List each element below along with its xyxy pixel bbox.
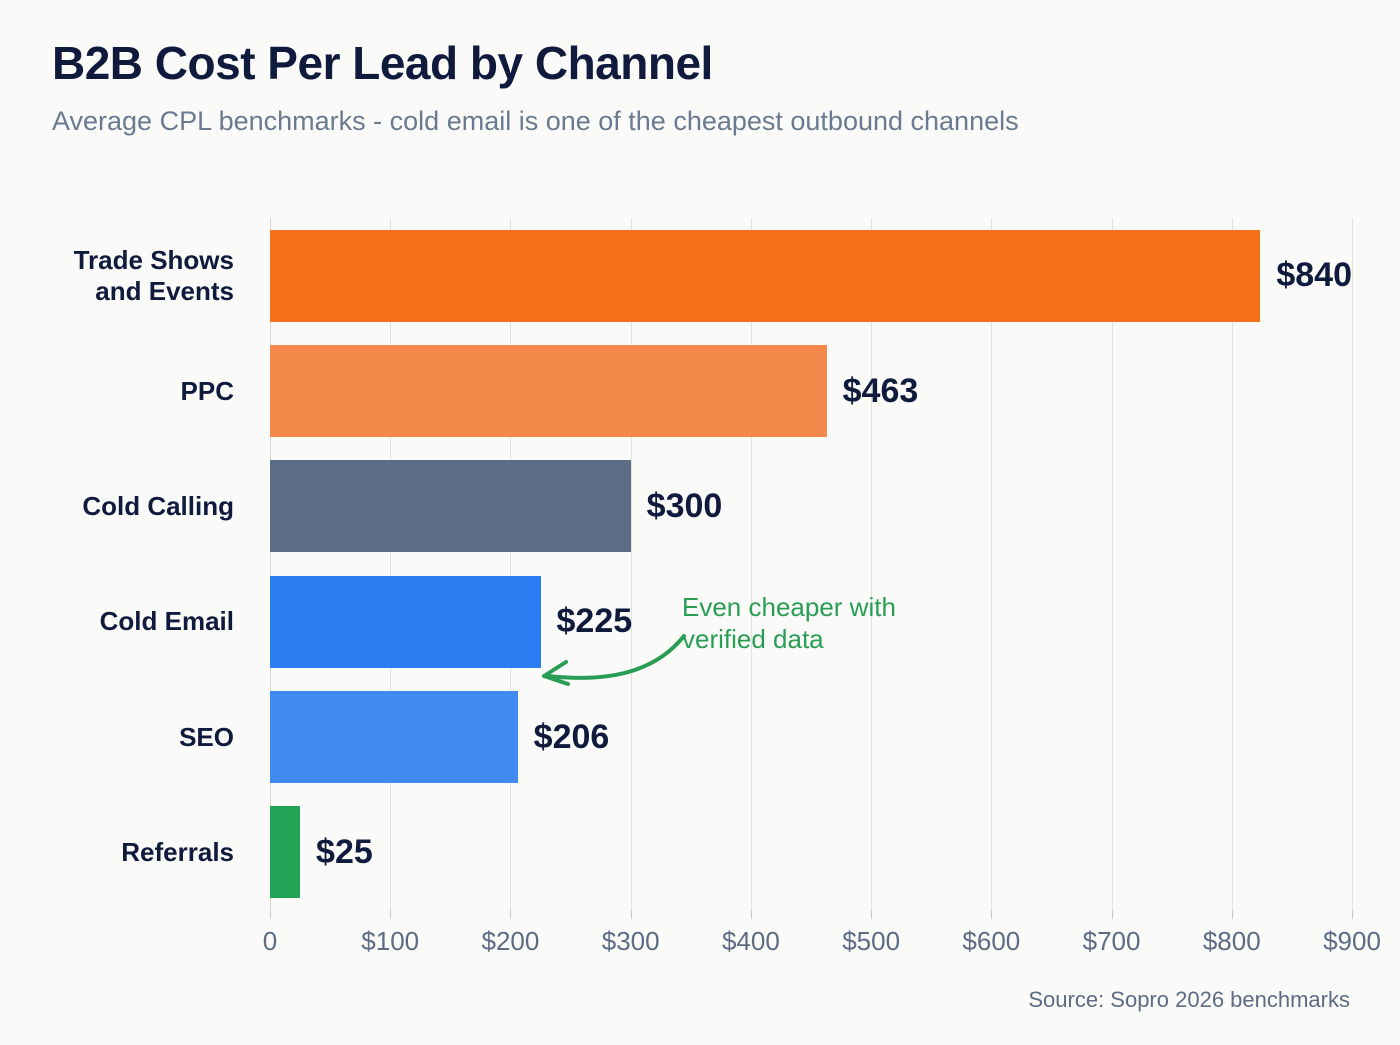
bar-value-label: $463 xyxy=(842,371,919,410)
annotation-label: Even cheaper with verified data xyxy=(682,592,896,654)
axis-tick-mark xyxy=(991,910,993,919)
bar-value-label: $25 xyxy=(316,832,373,871)
bar-row[interactable]: $463 xyxy=(270,345,1352,437)
axis-tick-mark xyxy=(1352,910,1353,919)
category-label: Cold Calling xyxy=(82,490,234,521)
plot-area: $840 $463 $300 $225 $206 $25 xyxy=(270,218,1353,910)
gridline xyxy=(1352,218,1353,910)
bar[interactable] xyxy=(270,229,1261,322)
annotation-arrow-icon xyxy=(542,634,686,686)
category-label: SEO xyxy=(179,721,234,752)
category-label: PPC xyxy=(180,375,234,406)
chart-subtitle: Average CPL benchmarks - cold email is o… xyxy=(52,105,1019,136)
axis-tick-label: $800 xyxy=(1202,926,1261,956)
bar-row[interactable]: $25 xyxy=(270,806,1352,899)
axis-tick-label: $300 xyxy=(601,926,660,956)
category-label: Trade Shows and Events xyxy=(73,244,234,306)
axis-tick-mark xyxy=(1231,910,1233,919)
bar[interactable] xyxy=(270,691,518,783)
bar-value-label: $300 xyxy=(646,486,723,525)
axis-tick-mark xyxy=(630,910,632,919)
axis-tick-mark xyxy=(390,910,392,919)
bar-series: $840 $463 $300 $225 $206 $25 xyxy=(270,218,1352,910)
axis-tick-label: $100 xyxy=(361,926,420,956)
bar-row[interactable]: $840 xyxy=(270,229,1352,322)
category-label: Cold Email xyxy=(99,606,234,637)
bar[interactable] xyxy=(270,345,827,437)
bar[interactable] xyxy=(270,806,301,899)
axis-tick-label: $600 xyxy=(962,926,1021,956)
category-axis: Trade Shows and Events PPC Cold Calling Col… xyxy=(0,218,252,910)
axis-tick-label: $900 xyxy=(1323,926,1381,956)
axis-tick-label: 0 xyxy=(262,926,278,956)
bar-row[interactable]: $225 xyxy=(270,575,1352,668)
bar-row[interactable]: $300 xyxy=(270,460,1352,553)
bar[interactable] xyxy=(270,575,541,668)
bar[interactable] xyxy=(270,460,631,553)
chart-header: B2B Cost Per Lead by Channel Average CPL… xyxy=(52,38,1352,137)
source-note: Source: Sopro 2026 benchmarks xyxy=(1028,987,1350,1012)
axis-tick-label: $500 xyxy=(842,926,901,956)
chart-title: B2B Cost Per Lead by Channel xyxy=(52,37,713,89)
axis-tick-label: $700 xyxy=(1082,926,1141,956)
bar-row[interactable]: $206 xyxy=(270,691,1352,783)
axis-tick-mark xyxy=(270,910,271,919)
axis-tick-mark xyxy=(510,910,512,919)
axis-tick-mark xyxy=(871,910,873,919)
bar-value-label: $206 xyxy=(533,717,610,756)
axis-tick-mark xyxy=(750,910,752,919)
axis-tick-label: $200 xyxy=(481,926,540,956)
bar-value-label: $840 xyxy=(1276,256,1352,295)
value-axis: 0 $100 $200 $300 $400 $500 $600 $700 $800 $900 xyxy=(263,910,1381,960)
category-label: Referrals xyxy=(121,836,234,867)
axis-tick-label: $400 xyxy=(721,926,780,956)
axis-tick-mark xyxy=(1111,910,1113,919)
bar-value-label: $225 xyxy=(556,602,633,641)
